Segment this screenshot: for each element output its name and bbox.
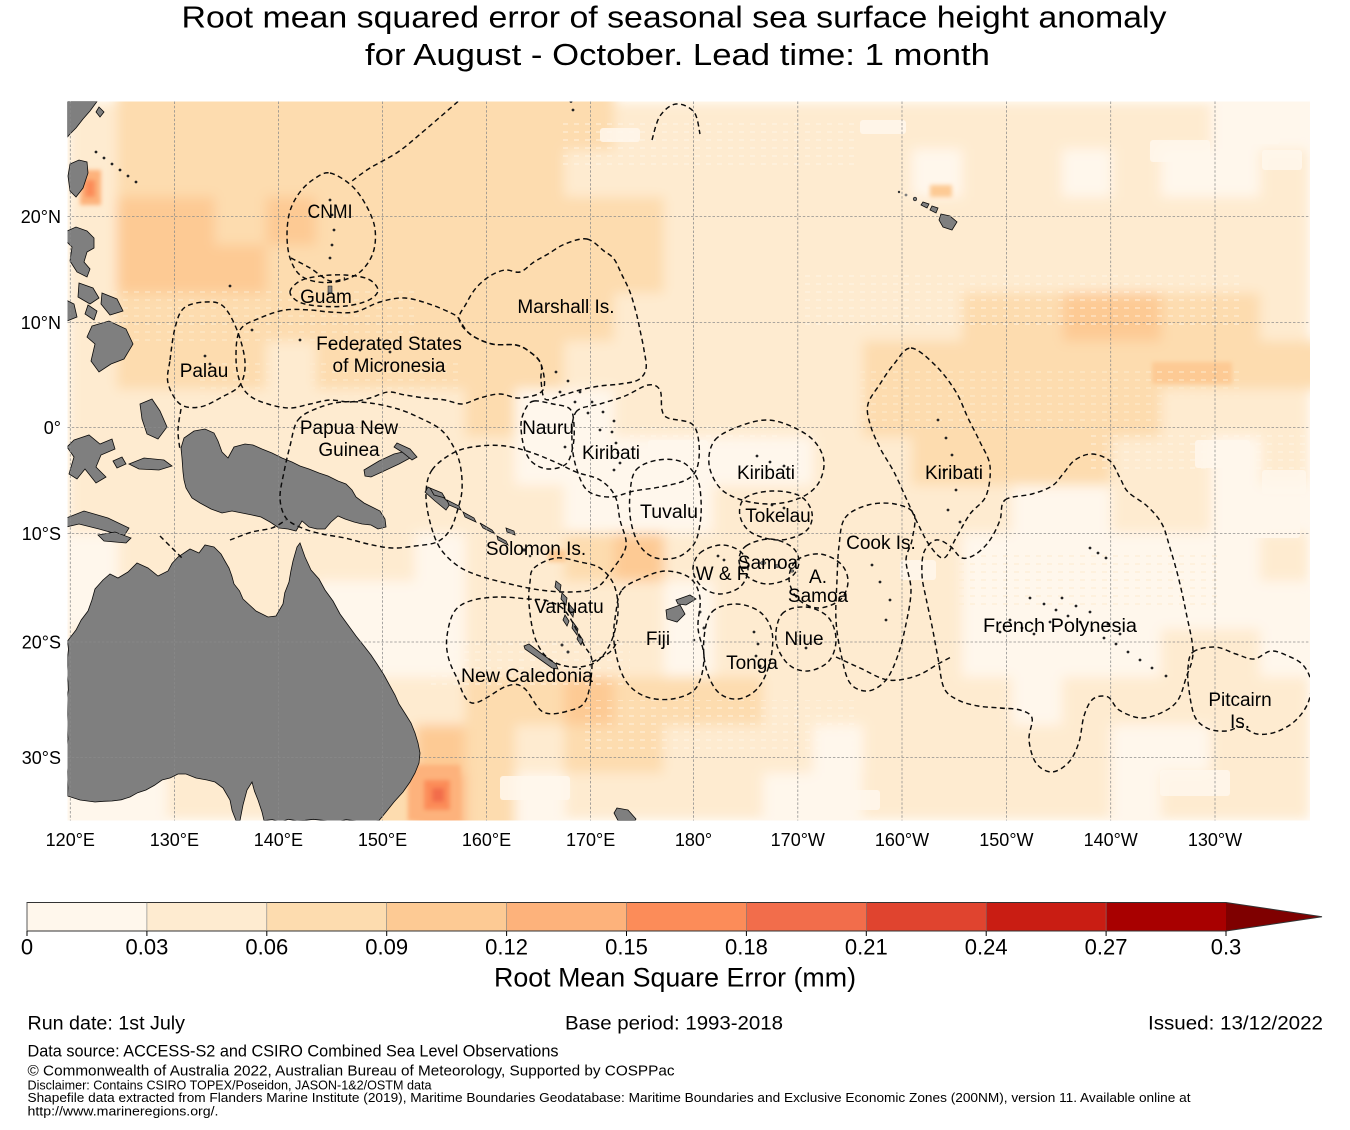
svg-text:W & F: W & F bbox=[696, 564, 749, 585]
svg-text:180°: 180° bbox=[675, 830, 712, 850]
svg-text:0.09: 0.09 bbox=[365, 935, 408, 960]
svg-text:0.27: 0.27 bbox=[1085, 935, 1128, 960]
svg-text:120°E: 120°E bbox=[46, 830, 95, 850]
svg-text:160°W: 160°W bbox=[875, 830, 929, 850]
svg-text:Issued: 13/12/2022: Issued: 13/12/2022 bbox=[1148, 1013, 1323, 1035]
svg-text:Papua New: Papua New bbox=[300, 418, 399, 439]
svg-text:Nauru: Nauru bbox=[522, 418, 574, 439]
svg-text:Cook Is.: Cook Is. bbox=[846, 533, 916, 554]
svg-text:French Polynesia: French Polynesia bbox=[983, 616, 1137, 637]
svg-text:for August - October. Lead tim: for August - October. Lead time: 1 month bbox=[365, 38, 990, 72]
svg-text:Tuvalu: Tuvalu bbox=[640, 502, 698, 523]
svg-text:Federated States: Federated States bbox=[316, 334, 462, 355]
svg-text:Data source: ACCESS-S2 and CSI: Data source: ACCESS-S2 and CSIRO Combine… bbox=[28, 1042, 559, 1061]
svg-text:0.18: 0.18 bbox=[725, 935, 768, 960]
svg-text:30°S: 30°S bbox=[22, 748, 61, 768]
svg-text:Base period: 1993-2018: Base period: 1993-2018 bbox=[565, 1013, 783, 1035]
svg-text:Tonga: Tonga bbox=[726, 653, 778, 674]
svg-text:Pitcairn: Pitcairn bbox=[1208, 690, 1271, 711]
svg-text:10°N: 10°N bbox=[21, 313, 61, 333]
svg-text:150°W: 150°W bbox=[979, 830, 1033, 850]
svg-text:A.: A. bbox=[809, 567, 827, 588]
svg-text:of Micronesia: of Micronesia bbox=[333, 356, 446, 377]
svg-text:Run date: 1st July: Run date: 1st July bbox=[28, 1013, 186, 1035]
svg-text:20°S: 20°S bbox=[22, 633, 61, 653]
svg-text:Root mean squared error of sea: Root mean squared error of seasonal sea … bbox=[182, 1, 1168, 35]
svg-text:Niue: Niue bbox=[784, 629, 823, 650]
svg-text:Vanuatu: Vanuatu bbox=[534, 597, 603, 618]
svg-text:0°: 0° bbox=[44, 418, 61, 438]
svg-text:0.12: 0.12 bbox=[485, 935, 528, 960]
svg-text:140°W: 140°W bbox=[1084, 830, 1138, 850]
svg-text:Kiribati: Kiribati bbox=[582, 443, 640, 464]
svg-text:Guinea: Guinea bbox=[318, 440, 380, 461]
svg-text:0.3: 0.3 bbox=[1211, 935, 1242, 960]
svg-text:Kiribati: Kiribati bbox=[925, 463, 983, 484]
svg-text:© Commonwealth of Australia 20: © Commonwealth of Australia 2022, Austra… bbox=[28, 1064, 675, 1080]
svg-text:Tokelau: Tokelau bbox=[745, 506, 811, 527]
svg-text:10°S: 10°S bbox=[22, 524, 61, 544]
svg-text:New Caledonia: New Caledonia bbox=[461, 666, 593, 687]
svg-text:0.03: 0.03 bbox=[125, 935, 168, 960]
svg-text:0.24: 0.24 bbox=[965, 935, 1008, 960]
svg-text:http://www.marineregions.org/.: http://www.marineregions.org/. bbox=[28, 1104, 219, 1119]
svg-text:Guam: Guam bbox=[300, 287, 352, 308]
svg-text:Samoa: Samoa bbox=[738, 553, 799, 574]
svg-text:Samoa: Samoa bbox=[788, 586, 849, 607]
svg-text:150°E: 150°E bbox=[358, 830, 407, 850]
svg-text:Disclaimer: Contains CSIRO TOP: Disclaimer: Contains CSIRO TOPEX/Poseido… bbox=[28, 1078, 433, 1093]
svg-text:170°E: 170°E bbox=[566, 830, 615, 850]
svg-text:Kiribati: Kiribati bbox=[737, 463, 795, 484]
svg-text:Solomon Is.: Solomon Is. bbox=[486, 539, 586, 560]
svg-text:Shapefile data extracted from: Shapefile data extracted from Flanders M… bbox=[28, 1090, 1191, 1105]
svg-text:130°W: 130°W bbox=[1188, 830, 1242, 850]
svg-text:Marshall Is.: Marshall Is. bbox=[517, 297, 614, 318]
svg-text:Is.: Is. bbox=[1230, 712, 1250, 733]
svg-text:0.15: 0.15 bbox=[605, 935, 648, 960]
svg-text:130°E: 130°E bbox=[150, 830, 199, 850]
svg-text:CNMI: CNMI bbox=[308, 202, 353, 223]
svg-text:Fiji: Fiji bbox=[646, 629, 670, 650]
svg-text:Palau: Palau bbox=[180, 361, 229, 382]
svg-text:Root Mean Square Error (mm): Root Mean Square Error (mm) bbox=[494, 963, 856, 993]
svg-text:20°N: 20°N bbox=[21, 207, 61, 227]
svg-text:170°W: 170°W bbox=[771, 830, 825, 850]
svg-text:0.06: 0.06 bbox=[245, 935, 288, 960]
svg-text:160°E: 160°E bbox=[462, 830, 511, 850]
svg-text:0: 0 bbox=[21, 935, 33, 960]
svg-text:0.21: 0.21 bbox=[845, 935, 888, 960]
svg-text:140°E: 140°E bbox=[254, 830, 303, 850]
